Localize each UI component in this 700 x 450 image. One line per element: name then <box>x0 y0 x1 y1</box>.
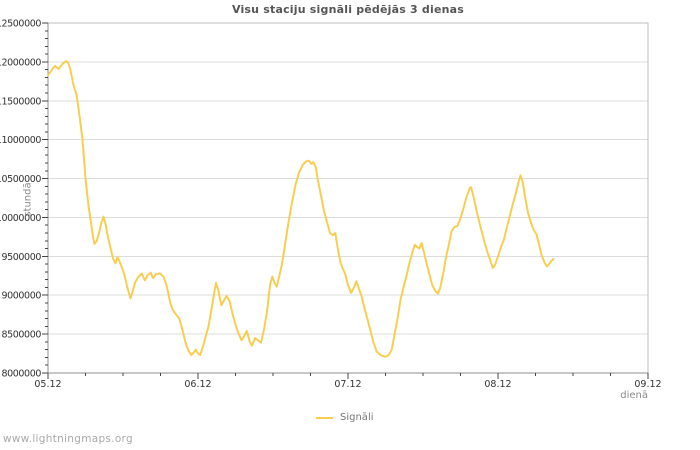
chart-title: Visu staciju signāli pēdējās 3 dienas <box>231 3 465 16</box>
y-tick-label: 10000000 <box>0 213 41 224</box>
y-tick-label: 12000000 <box>0 57 41 68</box>
x-axis-unit-label: dienā <box>620 390 648 401</box>
x-tick-label: 09.12 <box>634 379 661 390</box>
site-watermark: www.lightningmaps.org <box>3 433 133 445</box>
y-tick-label: 11000000 <box>0 135 41 146</box>
x-tick-label: 05.12 <box>34 379 61 390</box>
y-tick-label: 10500000 <box>0 174 41 185</box>
signals-line <box>47 60 555 358</box>
y-tick-label: 12500000 <box>0 19 41 30</box>
y-tick-label: 8000000 <box>1 369 41 380</box>
y-tick-label: 9500000 <box>1 252 41 263</box>
x-tick-label: 06.12 <box>184 379 211 390</box>
legend-line-swatch <box>316 416 333 419</box>
y-tick-label: 9000000 <box>1 291 41 302</box>
y-tick-label: 11500000 <box>0 96 41 107</box>
legend-series-label: Signāli <box>340 412 374 423</box>
x-tick-label: 07.12 <box>334 379 361 390</box>
y-axis-unit-label: stundā <box>22 182 34 217</box>
plot-border <box>47 22 649 374</box>
x-tick-label: 08.12 <box>484 379 511 390</box>
legend: Signāli <box>316 412 374 423</box>
y-tick-label: 8500000 <box>1 330 41 341</box>
